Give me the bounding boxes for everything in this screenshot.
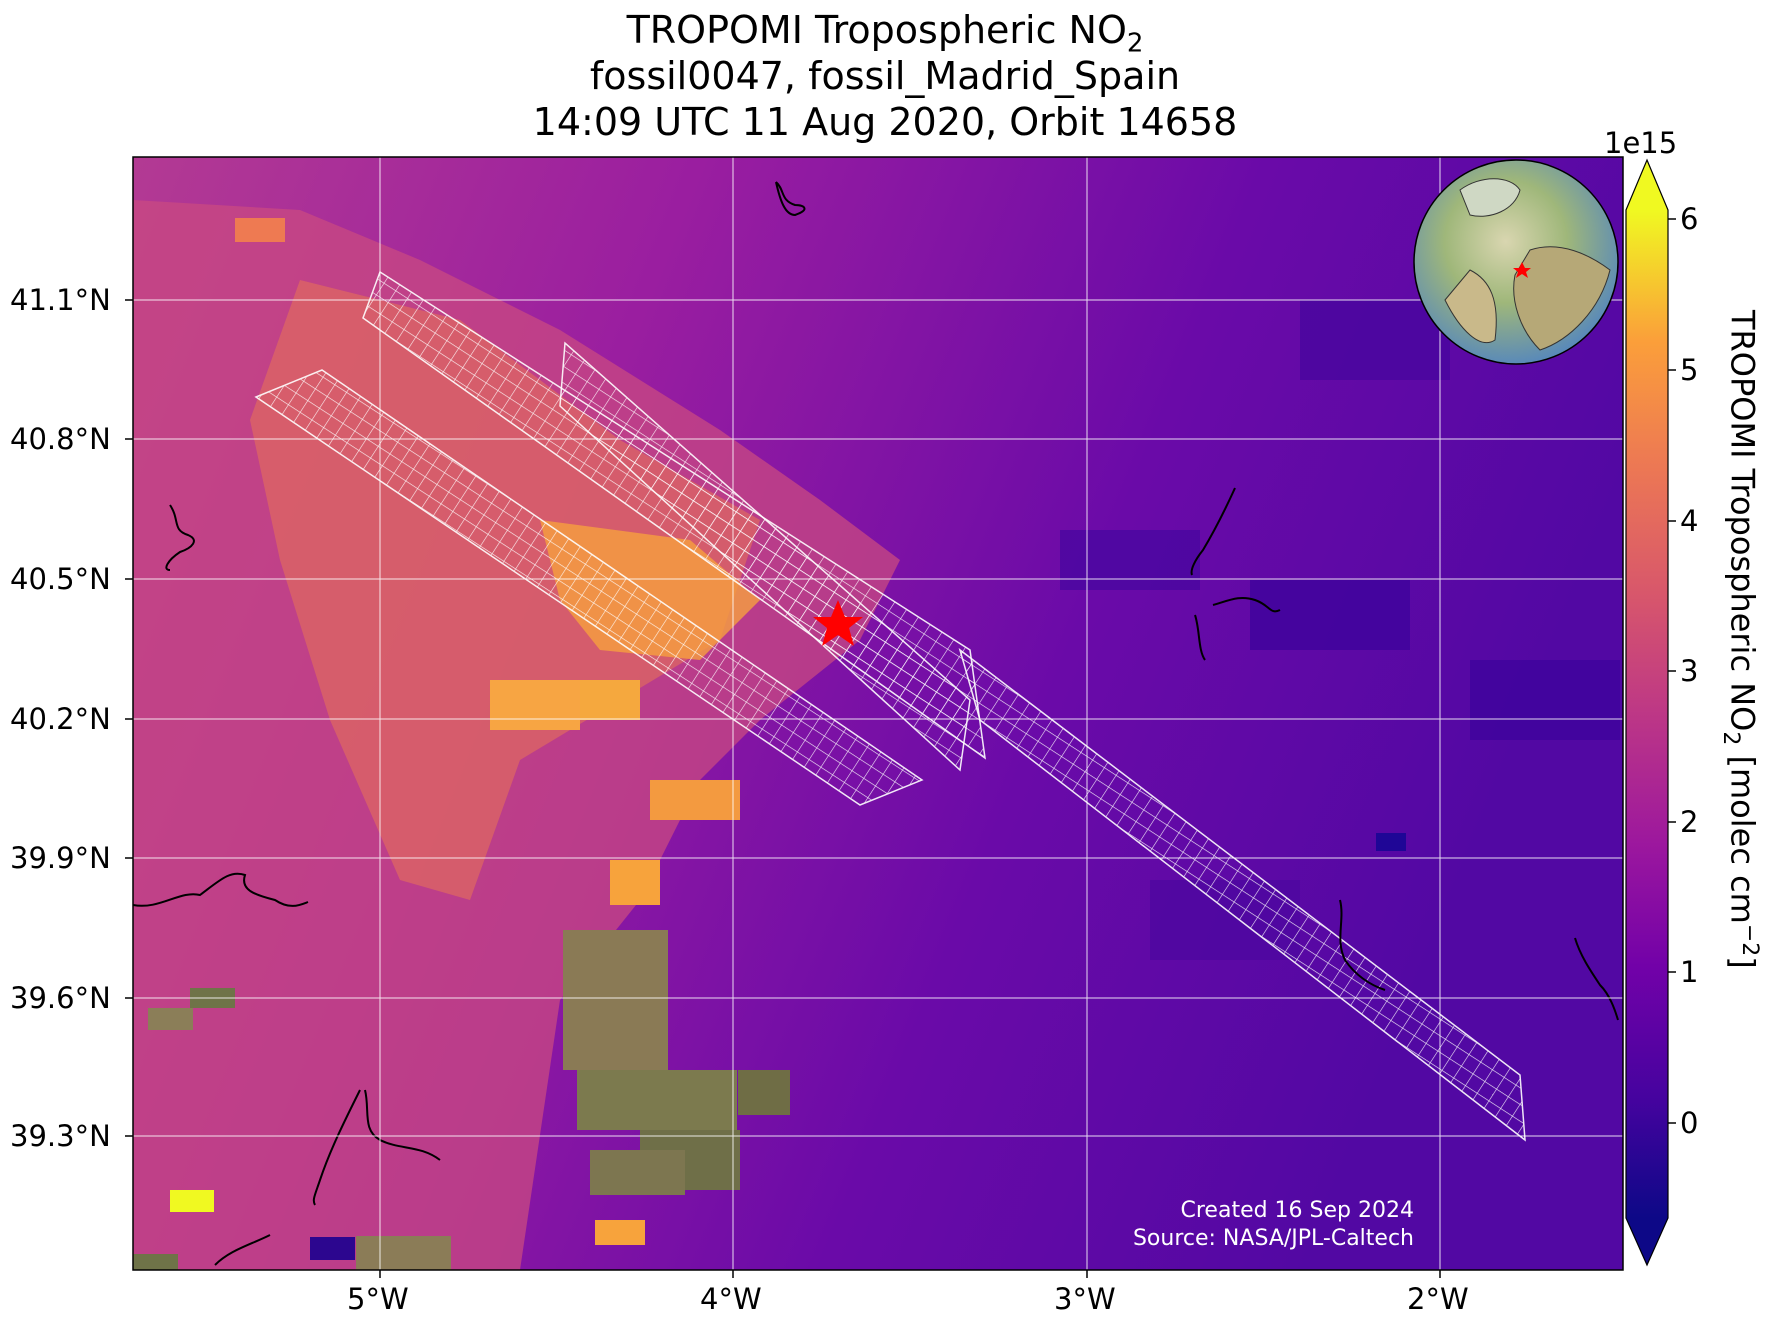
- axis-ticks: [125, 299, 1441, 1278]
- lat-tick-label: 40.8°N: [10, 422, 111, 456]
- terrain-patch: [133, 1254, 178, 1270]
- terrain-patch: [577, 1070, 737, 1130]
- coastline: [1339, 899, 1386, 991]
- colorbar-title: TROPOMI Tropospheric NO2 [molec cm−2]: [1717, 310, 1762, 969]
- no2-cell: [235, 218, 285, 242]
- coastline: [1190, 487, 1236, 576]
- terrain-patch: [356, 1236, 451, 1270]
- no2-cell: [650, 780, 740, 820]
- colorbar-outline: [1625, 158, 1669, 1267]
- no2-low-region: [1060, 530, 1200, 590]
- globe-land: [1459, 178, 1521, 217]
- colorbar-gradient: [1626, 210, 1668, 1218]
- no2-min-cell: [310, 1237, 355, 1260]
- lat-tick-label: 40.5°N: [10, 562, 111, 596]
- no2-cell: [580, 680, 640, 720]
- terrain-patch: [590, 1150, 685, 1195]
- coastline: [133, 872, 309, 907]
- lon-tick-label: 4°W: [700, 1282, 762, 1316]
- terrain-patch: [563, 930, 668, 1070]
- terrain-patch: [148, 1008, 193, 1030]
- coastline: [214, 1234, 271, 1266]
- no2-low-region: [1250, 580, 1410, 650]
- graticule: [133, 157, 1623, 1270]
- globe-land: [1444, 269, 1497, 343]
- map-frame: [132, 156, 1624, 1271]
- colorbar: [1625, 158, 1676, 1267]
- lat-tick-label: 39.9°N: [10, 841, 111, 875]
- coastline: [775, 181, 806, 217]
- colorbar-extend-min: [1626, 1218, 1668, 1265]
- madrid-star-marker: [813, 600, 863, 646]
- inset-globe: [1413, 159, 1619, 365]
- colorbar-multiplier: 1e15: [1604, 126, 1678, 160]
- no2-map-panel: [133, 157, 1623, 1270]
- swath-footprint-2: [254, 369, 924, 806]
- colorbar-tick-label: 1: [1680, 955, 1699, 989]
- colorbar-tick-label: 4: [1680, 504, 1699, 538]
- swath-footprint-3: [559, 341, 971, 772]
- created-date: Created 16 Sep 2024: [1180, 1198, 1415, 1223]
- no2-max-cell: [170, 1190, 214, 1212]
- no2-cell: [610, 860, 660, 905]
- lat-tick-label: 39.3°N: [10, 1119, 111, 1153]
- colorbar-extend-max: [1626, 160, 1668, 210]
- globe-star-marker: [1513, 262, 1531, 278]
- lat-tick-label: 41.1°N: [10, 283, 111, 317]
- globe-land: [1513, 246, 1611, 351]
- colorbar-tick-label: 5: [1680, 353, 1699, 387]
- no2-min-cell: [1376, 833, 1406, 851]
- coastline: [165, 504, 195, 571]
- lat-tick-label: 40.2°N: [10, 702, 111, 736]
- source-credit: Source: NASA/JPL-Caltech: [1132, 1226, 1414, 1251]
- lon-tick-label: 5°W: [347, 1282, 409, 1316]
- colorbar-ticks: [1668, 218, 1676, 1124]
- colorbar-tick-label: 2: [1680, 805, 1699, 839]
- no2-low-region: [1470, 660, 1620, 740]
- terrain-patch: [738, 1070, 790, 1115]
- no2-cell: [595, 1220, 645, 1245]
- no2-cell: [490, 680, 580, 730]
- colorbar-tick-label: 6: [1680, 202, 1699, 236]
- no2-low-region: [1300, 300, 1450, 380]
- lon-tick-label: 3°W: [1054, 1282, 1116, 1316]
- lat-tick-label: 39.6°N: [10, 981, 111, 1015]
- colorbar-tick-label: 3: [1680, 654, 1699, 688]
- coastline: [1574, 937, 1619, 1021]
- colorbar-tick-label: 0: [1680, 1106, 1699, 1140]
- map-title-line2: fossil0047, fossil_Madrid_Spain: [589, 54, 1181, 98]
- map-title-line1: TROPOMI Tropospheric NO2: [626, 8, 1144, 59]
- map-title-line3: 14:09 UTC 11 Aug 2020, Orbit 14658: [532, 100, 1238, 144]
- lon-tick-label: 2°W: [1407, 1282, 1469, 1316]
- swath-footprint-4: [958, 648, 1526, 1142]
- coastline: [1194, 596, 1281, 661]
